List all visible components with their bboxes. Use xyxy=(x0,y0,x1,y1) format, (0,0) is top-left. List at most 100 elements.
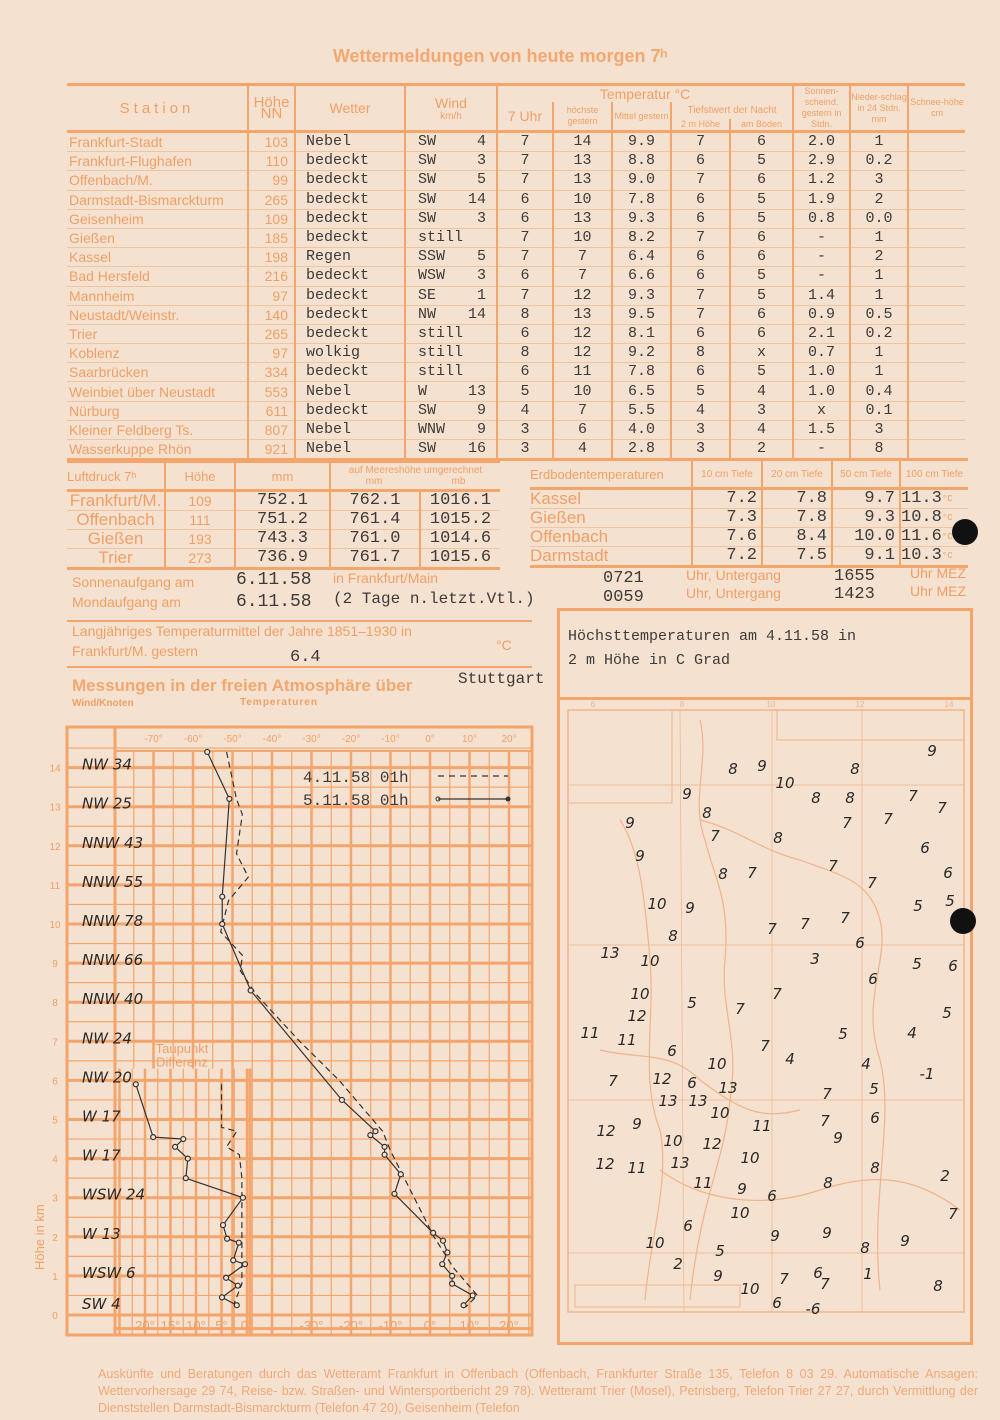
table-row: Koblenz 97 wolkig still 8 12 9.2 8 x 0.7 1 xyxy=(67,343,966,364)
sunset-label: Uhr, Untergang xyxy=(686,567,781,583)
station-name: Gießen xyxy=(530,508,692,528)
map-temperature-value: 4 xyxy=(785,1050,795,1068)
temp-mean: 8.2 xyxy=(611,228,671,249)
map-temperature-value: 7 xyxy=(867,874,877,892)
sunrise-label: Sonnenaufgang am xyxy=(72,574,195,590)
wind-speed: 13 xyxy=(467,382,486,400)
punch-hole xyxy=(952,519,978,545)
temp-min-2m: 6 xyxy=(670,209,730,229)
wind-speed: 16 xyxy=(467,440,486,458)
value: 7.3 xyxy=(726,508,757,527)
station-height: 921 xyxy=(247,439,295,462)
weather-cell: bedeckt xyxy=(294,151,405,172)
station-name: Nürburg xyxy=(67,401,248,421)
temp-min-2m: 6 xyxy=(670,247,730,268)
y-axis-label: Höhe in km xyxy=(32,1204,47,1270)
map-temperature-value: 8 xyxy=(773,829,783,847)
weather-cell: bedeckt xyxy=(294,286,405,306)
data-point xyxy=(182,1175,189,1182)
wind-label: NW 25 xyxy=(82,795,132,813)
divider xyxy=(67,666,532,668)
precipitation: 1 xyxy=(849,343,909,364)
station-name: Bad Hersfeld xyxy=(67,266,248,287)
wind-cell: SW 16 xyxy=(404,439,497,462)
map-temperature-value: 9 xyxy=(682,785,692,803)
wind-cell: SSW 5 xyxy=(404,247,497,268)
weather-cell: bedeckt xyxy=(294,324,405,345)
sunshine-hours: x xyxy=(792,401,851,421)
temp-max: 13 xyxy=(552,151,612,172)
temp-mean: 6.5 xyxy=(611,381,671,402)
station-height: 265 xyxy=(247,190,295,210)
map-temperature-value: 11 xyxy=(627,1159,646,1177)
wind-direction: SSW xyxy=(418,248,446,266)
wind-direction: still xyxy=(418,324,464,342)
station-name: Trier xyxy=(67,548,165,570)
header-precipitation: Nieder-schlag in 24 Stdn. mm xyxy=(849,83,909,132)
wind-direction: still xyxy=(418,344,464,362)
legend-label: 4.11.58 01h xyxy=(303,769,409,787)
map-temperature-value: 13 xyxy=(600,944,619,962)
station-weather-table: Station Höhe NN Wetter Wind km/h Temperat… xyxy=(67,83,966,462)
temp-mean: 9.3 xyxy=(611,209,671,229)
map-tick-label: 14 xyxy=(945,700,954,709)
sunshine-hours: - xyxy=(792,228,851,249)
header-station: Station xyxy=(67,83,248,132)
station-name: Offenbach xyxy=(67,510,165,530)
header-min-ground: am Boden xyxy=(728,119,794,132)
map-temperature-value: 8 xyxy=(718,865,728,883)
station-name: Frankfurt/M. xyxy=(67,490,165,511)
sunshine-hours: - xyxy=(792,439,851,462)
temp-mean: 4.0 xyxy=(611,420,671,441)
snow-depth xyxy=(907,151,966,172)
long-term-value: 6.4 xyxy=(290,648,321,667)
sea-level-mm: 761.7 xyxy=(329,548,420,570)
soil-temp: 7.2 xyxy=(691,546,762,568)
table-row: Offenbach 7.6 8.4 10.0 11.6°C xyxy=(530,527,968,547)
x-tick-label-top: 10° xyxy=(462,734,477,745)
temp-min-ground: 5 xyxy=(728,266,794,287)
temp-min-ground: 4 xyxy=(728,420,794,441)
snow-depth xyxy=(907,131,966,153)
station-height: 109 xyxy=(164,490,235,511)
snow-depth xyxy=(907,343,966,364)
moonrise-date: 6.11.58 xyxy=(236,592,312,612)
map-temperature-value: 8 xyxy=(702,804,712,822)
wind-label: NW 24 xyxy=(82,1029,132,1047)
precipitation: 1 xyxy=(849,131,909,153)
temp-7uhr: 4 xyxy=(496,401,553,421)
wind-label: WSW 6 xyxy=(82,1264,136,1282)
x-tick-label-top: -60° xyxy=(184,734,202,745)
map-caption-line2: 2 m Höhe in C Grad xyxy=(568,652,731,669)
temp-min-ground: 5 xyxy=(728,190,794,210)
pressure-mm: 752.1 xyxy=(234,490,330,511)
temp-mean: 2.8 xyxy=(611,439,671,462)
chart-frame xyxy=(65,725,534,1337)
map-temperature-value: 10 xyxy=(740,1149,759,1167)
wind-cell: SW 9 xyxy=(404,401,497,421)
wind-direction: still xyxy=(418,229,464,247)
value: 8.4 xyxy=(796,527,827,546)
dewpoint-axis-label: Differenz xyxy=(156,1055,208,1070)
table-row: Saarbrücken 334 bedeckt still 6 11 7.8 6 5 1.0 1 xyxy=(67,362,966,383)
x-tick-label-top: -20° xyxy=(342,734,360,745)
map-scale-bar xyxy=(574,1284,741,1308)
soil-temp: 11.3°C xyxy=(899,488,968,509)
map-tick-label: 10 xyxy=(767,700,776,709)
map-temperature-value: 13 xyxy=(670,1154,689,1172)
wind-direction: SW xyxy=(418,190,437,208)
temp-7uhr: 7 xyxy=(496,228,553,249)
value: 9.7 xyxy=(864,489,895,508)
map-temperature-value: 6 xyxy=(767,1187,777,1205)
map-temperature-value: 3 xyxy=(810,950,820,968)
wind-direction: SE xyxy=(418,286,437,304)
temp-max: 12 xyxy=(552,324,612,345)
soil-temp: 10.8°C xyxy=(899,508,968,528)
map-temperature-value: 9 xyxy=(770,1227,780,1245)
temp-min-2m: 7 xyxy=(670,131,730,153)
soil-temp: 7.6 xyxy=(691,527,762,547)
sunset-time: 1655 xyxy=(834,567,875,586)
weather-cell: bedeckt xyxy=(294,305,405,325)
station-name: Darmstadt xyxy=(530,546,692,568)
map-frame xyxy=(567,709,965,1313)
